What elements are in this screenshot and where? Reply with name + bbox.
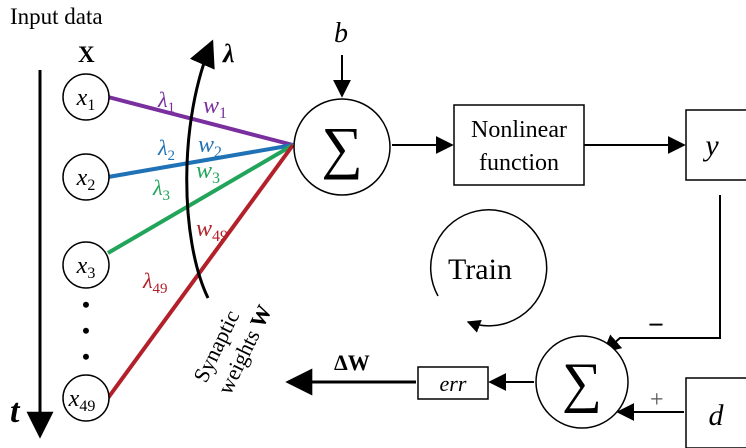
- svg-text:Nonlinear: Nonlinear: [471, 117, 567, 143]
- minus-sign: −: [648, 310, 664, 341]
- weight-line-1: [107, 95, 294, 147]
- train-loop: Train: [429, 209, 548, 333]
- error-summation-node: ∑: [535, 335, 629, 429]
- w-label-2: w2: [198, 132, 222, 161]
- ellipsis-dot-2: •: [82, 318, 90, 343]
- lambda-label-2: λ2: [157, 135, 175, 164]
- lambda-axis-label: λ: [222, 39, 235, 68]
- w-label-3: w3: [196, 158, 220, 187]
- synaptic-weights-label: Synaptic weights W: [188, 289, 277, 398]
- plus-sign: +: [650, 387, 664, 413]
- lambda-label-3: λ3: [152, 175, 170, 204]
- error-box: err: [417, 366, 489, 400]
- delta-w-label: ΔW: [334, 350, 370, 375]
- w-label-1: w1: [203, 93, 227, 122]
- input-node-3: x3: [62, 241, 110, 289]
- weight-line-3: [106, 143, 295, 255]
- ellipsis-dot-1: •: [82, 292, 90, 317]
- time-axis-label: t: [10, 393, 21, 430]
- svg-text:x3: x3: [76, 253, 96, 282]
- lambda-curved-arrow: [185, 39, 215, 299]
- svg-text:∑: ∑: [562, 352, 602, 414]
- lambda-label-49: λ49: [142, 268, 168, 297]
- svg-text:err: err: [440, 371, 467, 396]
- output-box: y: [685, 109, 746, 181]
- svg-text:function: function: [479, 150, 559, 176]
- svg-text:∑: ∑: [321, 115, 362, 180]
- bias-label: b: [334, 18, 348, 49]
- ellipsis-dot-3: •: [82, 344, 90, 369]
- target-box: d: [685, 377, 746, 448]
- input-vector-label: X: [78, 42, 95, 67]
- svg-text:y: y: [702, 129, 719, 162]
- svg-text:x49: x49: [68, 386, 96, 415]
- svg-text:x1: x1: [76, 85, 96, 114]
- svg-text:d: d: [709, 399, 725, 432]
- weight-line-49: [106, 143, 295, 400]
- input-node-49: x49: [62, 374, 110, 422]
- summation-node: ∑: [293, 98, 391, 196]
- svg-text:x2: x2: [76, 165, 96, 194]
- lambda-label-1: λ1: [157, 87, 175, 116]
- input-node-1: x1: [62, 73, 110, 121]
- input-node-2: x2: [62, 153, 110, 201]
- input-data-title: Input data: [10, 4, 103, 29]
- weight-line-2: [107, 143, 294, 179]
- svg-text:Train: Train: [448, 253, 512, 286]
- nonlinear-function-box: Nonlinear function: [453, 104, 585, 186]
- w-label-49: w49: [196, 216, 228, 245]
- output-feedback-path: [602, 195, 721, 354]
